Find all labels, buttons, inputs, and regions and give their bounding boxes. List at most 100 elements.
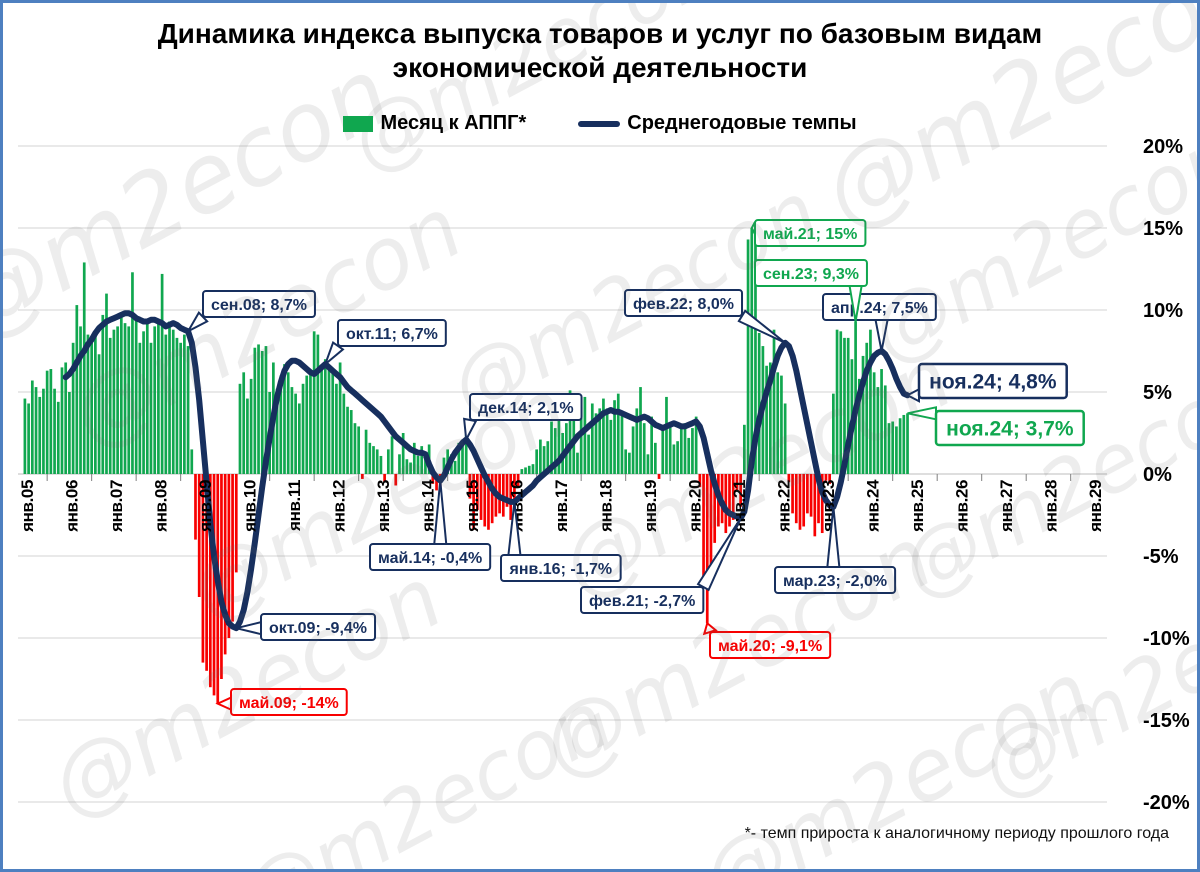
annotation-leader xyxy=(215,696,232,712)
bar xyxy=(260,351,264,474)
bar xyxy=(227,474,231,638)
bar xyxy=(806,474,809,514)
bar xyxy=(331,372,335,474)
line-series-swatch xyxy=(578,120,621,127)
bar xyxy=(668,424,672,474)
annotation-leader xyxy=(874,319,889,352)
bar xyxy=(798,474,802,530)
bar xyxy=(705,474,709,624)
bar xyxy=(264,346,268,474)
bar xyxy=(416,455,420,474)
legend-item-bars: Месяц к АППГ* xyxy=(343,112,526,135)
annotation-label: фев.22; 8,0% xyxy=(633,296,734,313)
bar xyxy=(861,355,865,474)
bar xyxy=(453,460,457,474)
bar xyxy=(323,359,327,474)
bar xyxy=(539,439,542,474)
bar xyxy=(505,474,509,507)
annotation-box xyxy=(709,631,832,659)
bar xyxy=(702,474,705,583)
annotation-callout: ноя.24; 4,8% xyxy=(905,362,1068,403)
x-axis-label: янв.07 xyxy=(107,480,126,533)
annotation-box xyxy=(500,554,622,582)
legend: Месяц к АППГ* Среднегодовые темпы xyxy=(3,112,1197,135)
chart-canvas: янв.05 янв.06 янв.07 янв.08 янв.09 янв.10 янв.… xyxy=(18,136,1190,814)
bar xyxy=(765,365,768,474)
bar xyxy=(594,413,598,474)
x-axis-label: янв.28 xyxy=(1041,480,1060,533)
bar xyxy=(583,396,587,474)
bar xyxy=(279,375,283,474)
annotation-leader xyxy=(907,406,937,421)
bar xyxy=(464,434,468,474)
bar xyxy=(809,474,813,517)
x-axis-label: янв.20 xyxy=(685,480,704,533)
bar xyxy=(346,406,349,474)
bar xyxy=(698,474,702,488)
bar xyxy=(190,449,194,474)
bar xyxy=(320,369,323,474)
y-axis-label: 15% xyxy=(1143,218,1183,240)
bar xyxy=(731,474,735,520)
bar xyxy=(587,434,590,474)
y-axis-labels: 20% 15% 10% 5% 0% -5% -10% -15% -20% xyxy=(1143,136,1190,814)
bar xyxy=(424,452,427,474)
bar xyxy=(794,474,798,524)
bar xyxy=(123,323,127,474)
bar xyxy=(568,390,572,474)
annotation-box xyxy=(580,586,705,614)
annotation-callout: фев.21; -2,7% xyxy=(580,517,742,614)
bar xyxy=(616,393,620,474)
bar xyxy=(513,474,516,502)
bar xyxy=(171,329,175,474)
x-axis-label: янв.09 xyxy=(196,480,215,533)
annotation-box xyxy=(754,219,867,247)
bar xyxy=(650,416,653,474)
y-axis-label: -5% xyxy=(1143,546,1179,568)
bar xyxy=(553,428,557,474)
bar xyxy=(590,403,594,474)
bar xyxy=(64,362,68,474)
bar xyxy=(783,403,787,474)
bar xyxy=(713,474,717,543)
bar xyxy=(516,474,520,488)
bar xyxy=(880,369,883,474)
bar xyxy=(420,446,424,474)
bar xyxy=(887,423,891,474)
bar xyxy=(220,474,223,679)
bar xyxy=(368,442,372,474)
bar xyxy=(487,474,490,530)
bar xyxy=(527,465,531,474)
bar xyxy=(891,421,895,474)
x-axis-label: янв.12 xyxy=(329,480,348,533)
bar xyxy=(869,329,872,474)
annotation-callout: дек.14; 2,1% xyxy=(462,393,583,443)
bar xyxy=(312,331,316,474)
bar xyxy=(646,454,650,474)
bar xyxy=(335,383,338,474)
bar xyxy=(895,426,898,474)
bar xyxy=(791,474,794,514)
bar xyxy=(735,474,739,491)
y-axis-label: 0% xyxy=(1143,464,1172,486)
bar xyxy=(361,474,364,479)
bar xyxy=(687,437,691,474)
bar xyxy=(186,346,190,474)
x-axis-label: янв.25 xyxy=(908,480,927,533)
avg-line xyxy=(62,310,911,632)
x-axis-label: янв.22 xyxy=(774,480,793,533)
bar xyxy=(613,400,616,474)
bar xyxy=(149,342,153,474)
y-axis-label: 20% xyxy=(1143,136,1183,158)
annotation-label: сен.23; 9,3% xyxy=(763,266,859,283)
annotations: сен.08; 8,7% окт.11; 6,7% дек.14; 2,1% май.… xyxy=(185,219,1085,716)
bar xyxy=(642,423,646,474)
bar xyxy=(394,474,398,486)
bar xyxy=(468,474,472,499)
annotation-label: фев.21; -2,7% xyxy=(589,593,695,610)
bar xyxy=(772,329,776,474)
bar xyxy=(602,398,605,474)
bar xyxy=(201,474,205,663)
bar xyxy=(405,459,409,474)
bar xyxy=(305,375,309,474)
